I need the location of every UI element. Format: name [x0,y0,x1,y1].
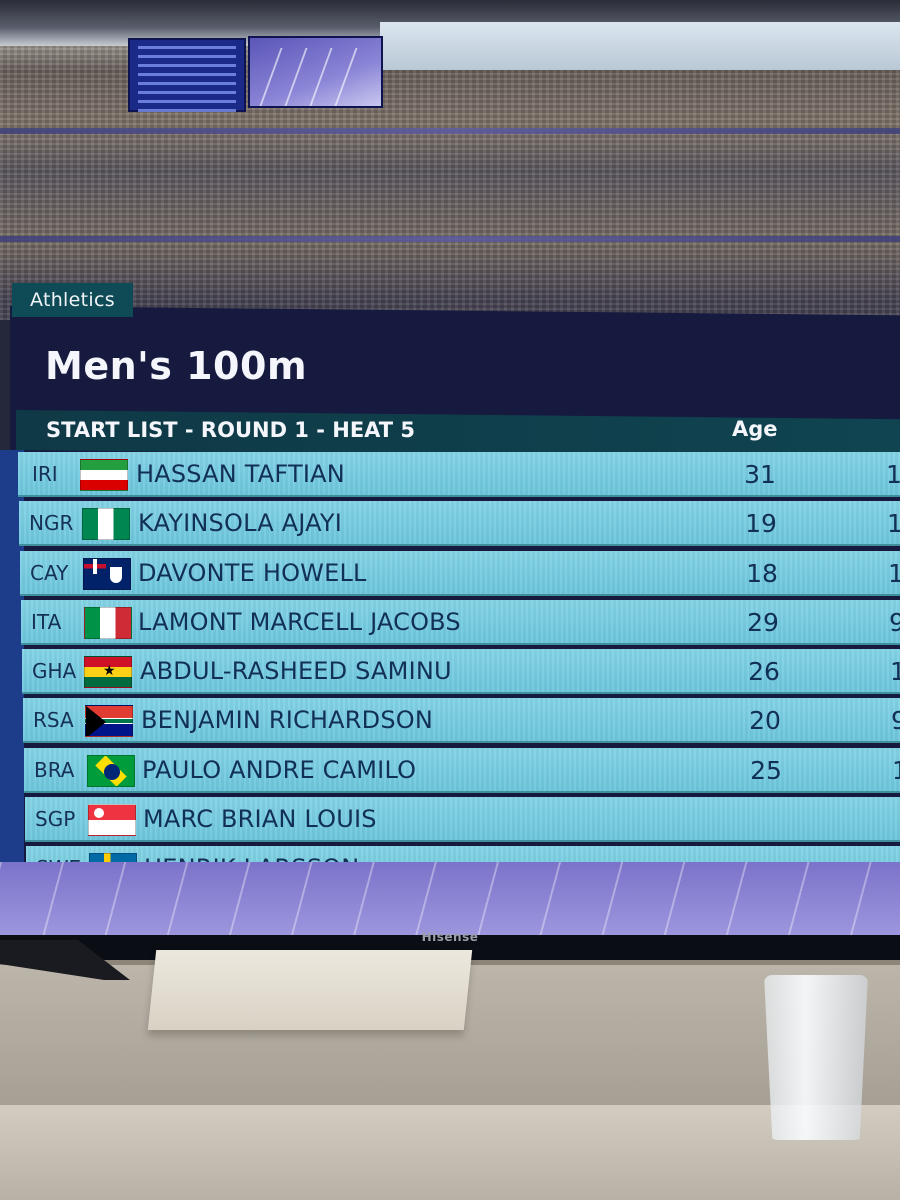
stadium-scoreboard [128,38,246,112]
athlete-age: 20 [749,706,781,736]
athlete-name: BENJAMIN RICHARDSON [141,706,434,735]
athlete-extra: 1 [886,460,900,489]
country-code: IRI [32,462,58,486]
age-column-header: Age [732,417,778,441]
athlete-row: ITA LAMONT MARCELL JACOBS 29 9 [21,599,900,645]
start-list: IRI HASSAN TAFTIAN 31 1 NGR KAYINSOLA AJ… [18,452,900,896]
athlete-extra: 9 [889,607,900,637]
athlete-extra: 9 [891,706,900,736]
sport-tab: Athletics [12,283,133,317]
athlete-row: NGR KAYINSOLA AJAYI 19 1 [19,501,900,547]
iran-flag-icon [80,459,128,491]
shelf-edge [0,1105,900,1200]
athlete-row: GHA ABDUL-RASHEED SAMINU 26 1 [22,649,900,695]
athlete-age: 19 [745,509,777,539]
athlete-extra: 1 [892,755,900,785]
tv-screen: Athletics Men's 100m START LIST - ROUND … [0,0,900,935]
athlete-age: 31 [744,460,776,489]
country-code: ITA [31,609,62,634]
athlete-age: 29 [747,607,779,637]
country-code: GHA [32,659,77,684]
singapore-flag-icon [88,804,136,837]
nigeria-flag-icon [82,508,130,541]
stand-tier-banner [0,128,900,134]
television: Athletics Men's 100m START LIST - ROUND … [0,0,900,960]
start-list-label: START LIST - ROUND 1 - HEAT 5 [46,418,416,442]
country-code: NGR [29,511,74,536]
stadium-background [0,0,900,320]
country-code: SGP [35,807,76,832]
country-code: BRA [34,757,75,782]
athlete-name: KAYINSOLA AJAYI [138,509,343,538]
athlete-name: HASSAN TAFTIAN [136,460,345,488]
sky [380,22,900,70]
athlete-row: IRI HASSAN TAFTIAN 31 1 [18,452,900,497]
athlete-name: MARC BRIAN LOUIS [143,805,377,834]
athlete-age: 26 [748,657,780,687]
athlete-name: PAULO ANDRE CAMILO [142,755,417,784]
italy-flag-icon [84,606,132,639]
cayman-islands-flag-icon [83,557,131,590]
athlete-age: 25 [750,755,782,785]
event-title: Men's 100m [45,344,308,388]
athlete-extra: 1 [888,558,900,588]
athlete-extra: 1 [890,657,900,687]
athlete-row: BRA PAULO ANDRE CAMILO 25 1 [24,747,900,793]
brazil-flag-icon [87,754,135,787]
athlete-age: 18 [746,558,778,588]
country-code: CAY [30,560,69,585]
stadium-video-screen [248,36,383,108]
running-track [0,862,900,935]
athlete-name: DAVONTE HOWELL [138,558,367,587]
athlete-row: SGP MARC BRIAN LOUIS [25,797,900,843]
country-code: RSA [33,708,74,733]
south-africa-flag-icon [85,705,133,738]
ghana-flag-icon [84,656,132,689]
tv-brand-logo: Hisense [421,930,479,944]
athlete-row: CAY DAVONTE HOWELL 18 1 [20,550,900,596]
athlete-name: ABDUL-RASHEED SAMINU [140,657,452,686]
stand-tier-banner [0,236,900,242]
athlete-row: RSA BENJAMIN RICHARDSON 20 9 [23,698,900,744]
plastic-cup [764,975,868,1140]
athlete-name: LAMONT MARCELL JACOBS [138,607,461,636]
athlete-extra: 1 [887,509,900,539]
cardboard-box [147,950,473,1030]
